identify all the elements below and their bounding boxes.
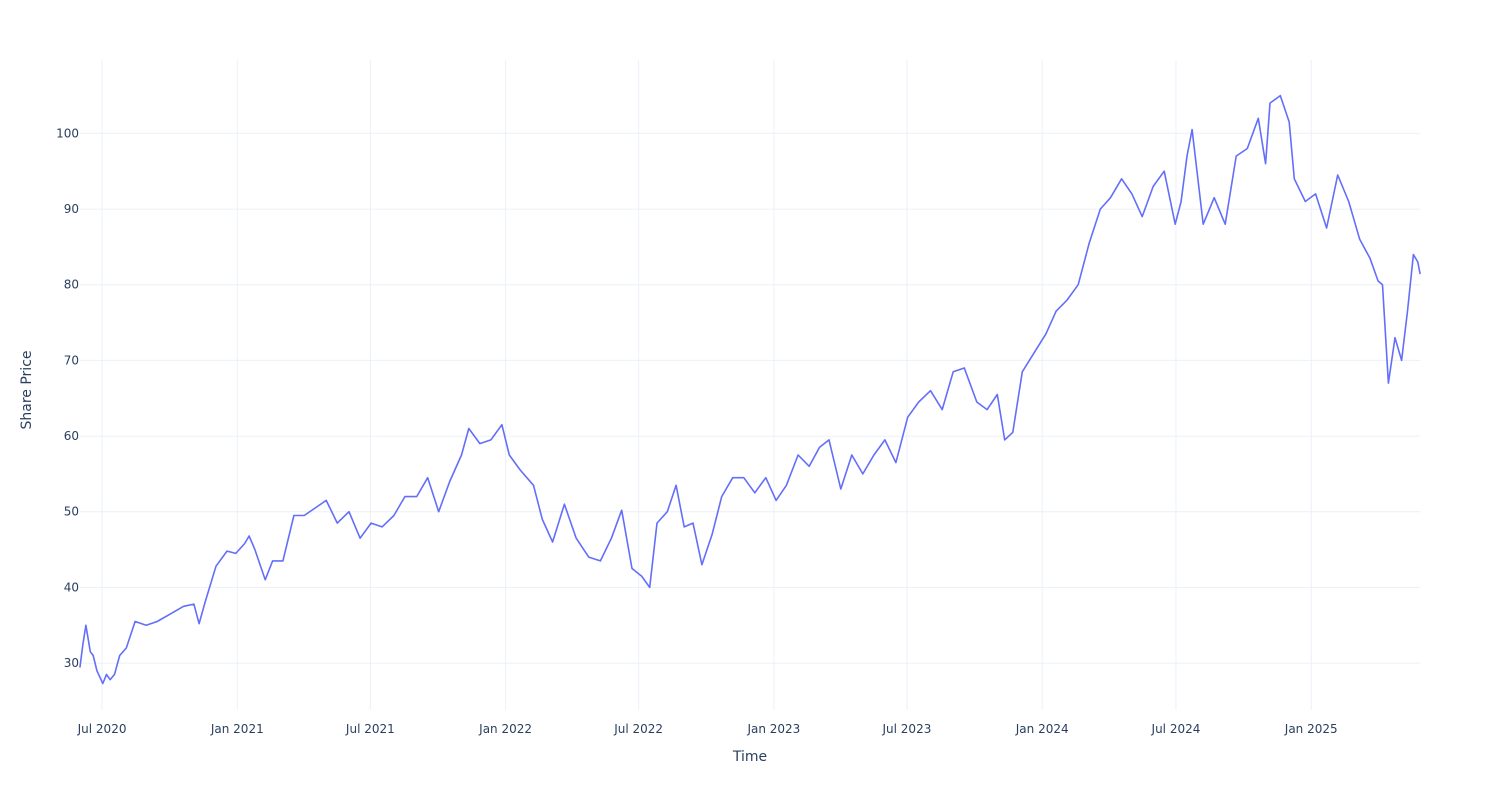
y-tick-label: 70 [64, 353, 79, 367]
share-price-line [79, 94, 1421, 685]
y-tick-label: 80 [64, 278, 79, 292]
y-axis-title: Share Price [19, 350, 35, 429]
x-axis-title: Time [732, 749, 767, 765]
x-tick-label: Jul 2023 [882, 722, 932, 736]
y-tick-label: 30 [64, 656, 79, 670]
x-tick-label: Jul 2024 [1151, 722, 1201, 736]
x-tick-label: Jan 2025 [1284, 722, 1338, 736]
y-tick-label: 100 [56, 126, 79, 140]
x-tick-label: Jul 2020 [77, 722, 127, 736]
x-tick-label: Jul 2022 [613, 722, 663, 736]
grid [80, 60, 1420, 710]
x-tick-label: Jan 2024 [1015, 722, 1069, 736]
plot-background [80, 60, 1420, 710]
x-tick-label: Jan 2021 [210, 722, 264, 736]
y-tick-label: 40 [64, 580, 79, 594]
y-tick-label: 60 [64, 429, 79, 443]
x-axis-ticks: Jul 2020 Jan 2021 Jul 2021 Jan 2022 Jul 2022… [77, 722, 1338, 736]
series-layer [79, 94, 1421, 685]
x-tick-label: Jan 2023 [746, 722, 800, 736]
y-tick-label: 90 [64, 202, 79, 216]
y-tick-label: 50 [64, 505, 79, 519]
y-axis-ticks: 30 40 50 60 70 80 90 100 [56, 126, 79, 670]
x-tick-label: Jan 2022 [478, 722, 532, 736]
x-tick-label: Jul 2021 [345, 722, 395, 736]
